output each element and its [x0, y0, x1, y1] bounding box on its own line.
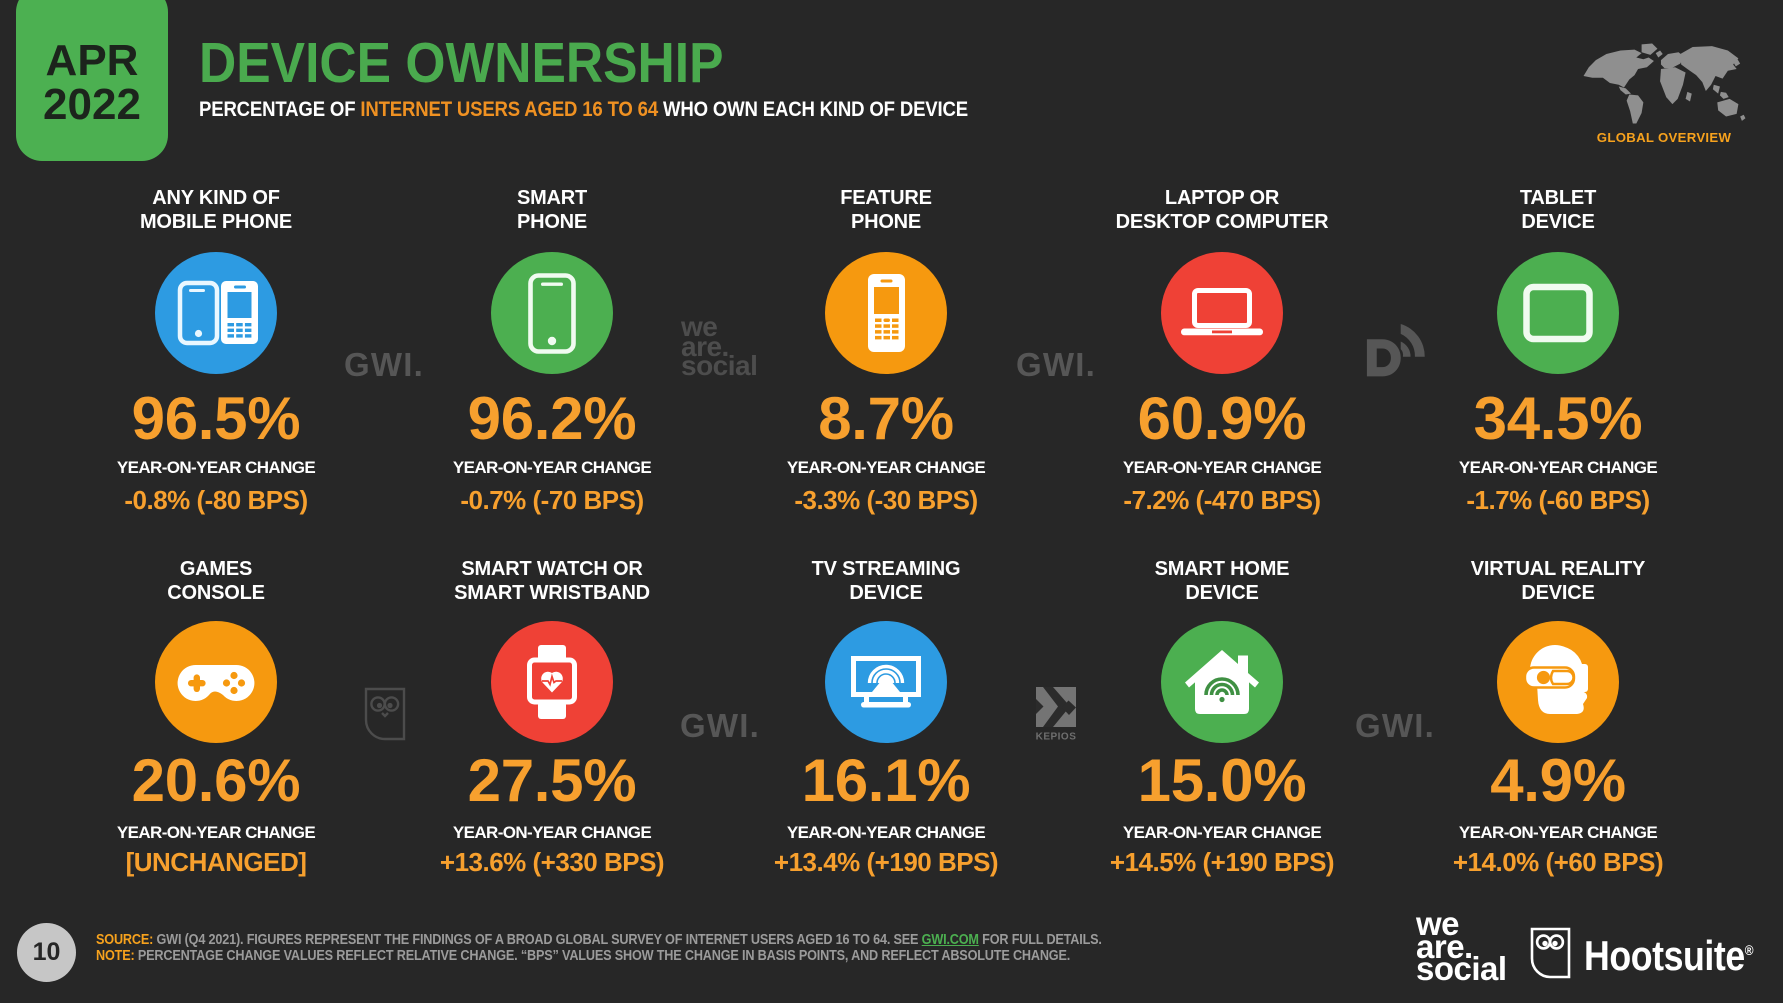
svg-text:KEPIOS: KEPIOS	[1036, 732, 1077, 743]
